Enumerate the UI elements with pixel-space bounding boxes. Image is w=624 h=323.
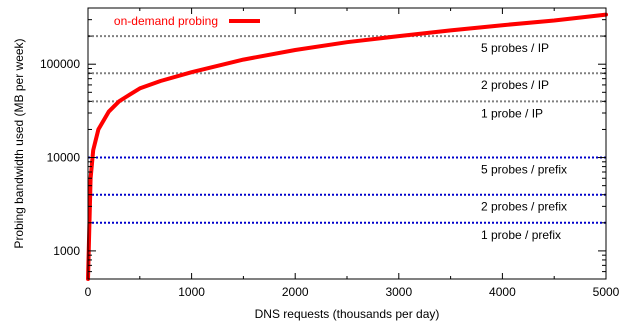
x-tick-label: 4000 <box>489 285 516 299</box>
reference-line-label: 1 probe / prefix <box>481 228 561 242</box>
y-tick-label: 1000 <box>53 244 80 258</box>
y-tick-label: 100000 <box>40 57 80 71</box>
series-line <box>86 12 608 281</box>
plot-area: 5 probes / IP 2 probes / IP 1 probe / IP 5 … <box>86 12 608 281</box>
x-tick-label: 5000 <box>593 285 620 299</box>
x-tick-label: 1000 <box>178 285 205 299</box>
y-tick-label: 10000 <box>47 151 81 165</box>
reference-line-label: 5 probes / prefix <box>481 163 567 177</box>
legend-label: on-demand probing <box>114 14 218 28</box>
x-tick-label: 2000 <box>282 285 309 299</box>
axes: 0 1000 2000 3000 4000 5000 1000 10000 100000 <box>40 7 620 299</box>
reference-line-label: 1 probe / IP <box>481 106 543 120</box>
reference-line-label: 2 probes / prefix <box>481 200 567 214</box>
reference-line-label: 2 probes / IP <box>481 78 549 92</box>
legend: on-demand probing <box>114 14 260 28</box>
x-tick-label: 0 <box>85 285 92 299</box>
reference-line-label: 5 probes / IP <box>481 41 549 55</box>
x-tick-label: 3000 <box>385 285 412 299</box>
x-axis-label: DNS requests (thousands per day) <box>255 307 440 321</box>
y-axis-label: Probing bandwidth used (MB per week) <box>12 38 26 248</box>
